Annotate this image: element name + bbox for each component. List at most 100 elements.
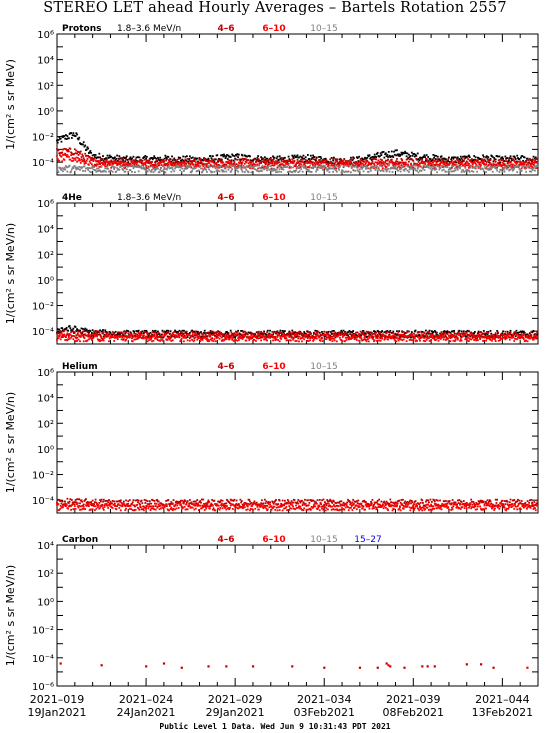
data-point bbox=[220, 154, 222, 157]
data-point bbox=[412, 164, 415, 167]
data-point bbox=[85, 154, 88, 157]
data-point bbox=[116, 335, 119, 338]
data-point bbox=[477, 330, 480, 333]
data-point bbox=[276, 171, 279, 173]
data-point bbox=[403, 165, 406, 168]
data-point bbox=[473, 332, 476, 335]
data-point bbox=[465, 338, 468, 341]
data-point bbox=[89, 167, 92, 170]
data-point bbox=[227, 168, 230, 171]
data-point bbox=[351, 165, 354, 168]
data-point bbox=[93, 330, 96, 333]
data-point bbox=[508, 160, 511, 163]
data-point bbox=[275, 338, 278, 341]
data-point bbox=[174, 159, 176, 161]
data-point bbox=[199, 159, 202, 162]
data-point bbox=[327, 169, 329, 171]
data-point bbox=[479, 338, 482, 340]
data-point bbox=[336, 164, 339, 167]
data-point bbox=[471, 333, 473, 336]
data-point bbox=[420, 336, 423, 338]
data-point bbox=[167, 165, 170, 168]
data-point bbox=[330, 163, 333, 166]
data-point bbox=[300, 332, 303, 335]
data-point bbox=[381, 337, 384, 340]
data-point bbox=[465, 330, 467, 333]
data-point bbox=[149, 161, 152, 163]
data-point bbox=[288, 158, 291, 161]
data-point bbox=[369, 157, 372, 160]
data-point bbox=[480, 160, 483, 163]
data-point bbox=[224, 165, 227, 168]
data-point bbox=[499, 161, 502, 164]
data-point bbox=[442, 160, 445, 163]
data-point bbox=[65, 138, 68, 140]
data-point bbox=[291, 158, 294, 161]
data-point bbox=[200, 336, 202, 339]
data-point bbox=[259, 159, 262, 162]
data-point bbox=[400, 164, 403, 167]
data-point bbox=[259, 160, 262, 163]
data-point bbox=[530, 333, 533, 336]
data-point bbox=[530, 158, 533, 161]
data-point bbox=[71, 134, 74, 137]
data-point bbox=[430, 159, 433, 162]
data-point bbox=[531, 159, 534, 162]
data-point bbox=[365, 330, 368, 333]
data-point bbox=[203, 168, 205, 171]
data-point bbox=[463, 163, 466, 166]
data-point bbox=[350, 156, 352, 159]
data-point bbox=[536, 161, 539, 164]
data-point bbox=[227, 333, 230, 336]
data-point bbox=[278, 331, 281, 334]
data-point bbox=[144, 167, 147, 170]
data-point bbox=[256, 334, 259, 337]
data-point bbox=[171, 332, 174, 335]
data-point bbox=[506, 330, 509, 333]
data-point bbox=[231, 168, 234, 171]
y-tick-label: 10⁻⁴ bbox=[32, 327, 54, 338]
data-point bbox=[253, 338, 256, 341]
data-point bbox=[316, 331, 319, 334]
data-point bbox=[146, 500, 149, 503]
data-point bbox=[331, 340, 334, 342]
data-point bbox=[315, 160, 317, 163]
data-point bbox=[435, 333, 438, 335]
data-point bbox=[409, 155, 412, 157]
data-point bbox=[225, 163, 228, 166]
data-point bbox=[156, 499, 159, 501]
data-point bbox=[361, 166, 364, 169]
data-point bbox=[154, 163, 157, 166]
data-point bbox=[520, 161, 522, 163]
data-point bbox=[344, 164, 346, 167]
data-point bbox=[381, 162, 384, 165]
data-point bbox=[393, 337, 395, 340]
data-point bbox=[90, 158, 93, 161]
data-point bbox=[505, 166, 507, 169]
data-point bbox=[344, 340, 346, 343]
data-point bbox=[214, 335, 217, 338]
data-point bbox=[133, 163, 136, 166]
data-point bbox=[373, 166, 376, 169]
data-point bbox=[99, 158, 102, 161]
data-point bbox=[270, 160, 273, 163]
data-point bbox=[207, 338, 210, 341]
data-point bbox=[418, 165, 421, 168]
data-point bbox=[213, 338, 216, 341]
data-point bbox=[82, 157, 85, 160]
data-point bbox=[370, 169, 372, 172]
data-point bbox=[142, 332, 145, 335]
data-point bbox=[304, 160, 306, 163]
data-point bbox=[84, 327, 87, 330]
data-point bbox=[383, 156, 386, 159]
data-point bbox=[312, 158, 315, 161]
data-point bbox=[96, 163, 98, 166]
data-point bbox=[498, 158, 501, 161]
data-point bbox=[359, 158, 362, 160]
data-point bbox=[292, 332, 294, 335]
data-point bbox=[76, 133, 78, 136]
data-point bbox=[125, 165, 127, 168]
data-point bbox=[485, 155, 488, 158]
data-point bbox=[213, 170, 216, 173]
data-point bbox=[424, 156, 427, 159]
